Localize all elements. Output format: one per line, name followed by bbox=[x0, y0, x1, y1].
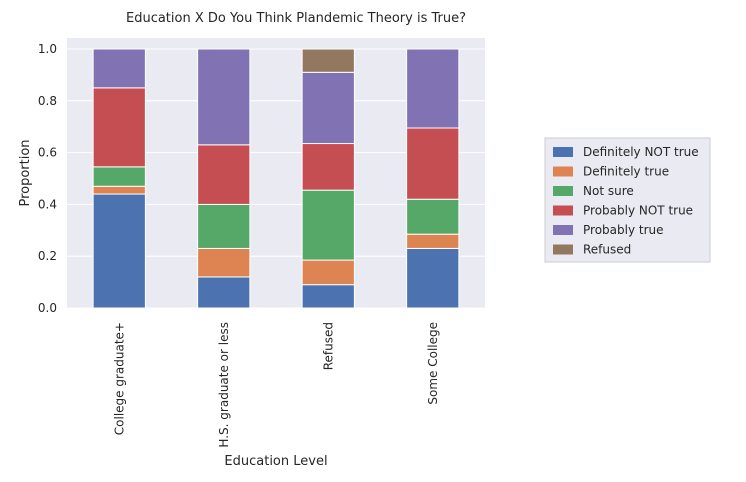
bar-segment bbox=[197, 247, 251, 278]
legend-label: Definitely true bbox=[583, 165, 669, 179]
bar-segment bbox=[197, 48, 251, 146]
bar-segment bbox=[92, 48, 146, 89]
y-tick-label: 0.8 bbox=[38, 94, 57, 108]
bar-segment bbox=[301, 284, 355, 309]
legend-label: Probably NOT true bbox=[583, 204, 693, 218]
y-axis-label: Proportion bbox=[18, 139, 33, 206]
bars-group bbox=[92, 48, 460, 309]
bar-segment bbox=[301, 143, 355, 191]
legend-swatch bbox=[553, 166, 573, 177]
y-tick-labels: 0.0 0.2 0.4 0.6 0.8 1.0 bbox=[38, 42, 57, 315]
y-tick-label: 0.2 bbox=[38, 249, 57, 263]
legend-label: Definitely NOT true bbox=[583, 145, 699, 159]
bar-segment bbox=[406, 198, 460, 235]
y-tick-label: 0.4 bbox=[38, 197, 57, 211]
bar-segment bbox=[92, 185, 146, 195]
x-tick-label: H.S. graduate or less bbox=[217, 322, 231, 448]
legend-label: Probably true bbox=[583, 223, 664, 237]
x-tick-label: Refused bbox=[321, 322, 335, 370]
legend-label: Refused bbox=[583, 243, 631, 257]
y-tick-label: 0.6 bbox=[38, 146, 57, 160]
bar-segment bbox=[301, 48, 355, 73]
legend-label: Not sure bbox=[583, 184, 634, 198]
bar-segment bbox=[406, 127, 460, 200]
x-tick-labels: College graduate+ H.S. graduate or less Re… bbox=[112, 322, 440, 448]
legend-swatch bbox=[553, 147, 573, 157]
legend-swatch bbox=[553, 205, 573, 216]
bar-segment bbox=[197, 203, 251, 249]
legend-swatch bbox=[553, 244, 573, 255]
legend-box bbox=[544, 137, 711, 263]
bar-segment bbox=[197, 276, 251, 309]
bar-segment bbox=[301, 71, 355, 145]
bar-segment bbox=[406, 233, 460, 249]
legend-swatch bbox=[553, 225, 573, 235]
bar-segment bbox=[406, 247, 460, 309]
x-tick-label: College graduate+ bbox=[112, 322, 126, 435]
bar-segment bbox=[92, 87, 146, 168]
bar-segment bbox=[301, 189, 355, 261]
bar-segment bbox=[406, 48, 460, 129]
x-axis-label: Education Level bbox=[224, 454, 327, 469]
y-tick-label: 1.0 bbox=[38, 42, 57, 56]
legend-swatch bbox=[553, 186, 573, 196]
y-tick-label: 0.0 bbox=[38, 301, 57, 315]
bar-segment bbox=[301, 259, 355, 286]
bar-segment bbox=[92, 166, 146, 187]
x-tick-label: Some College bbox=[426, 322, 440, 405]
bar-segment bbox=[92, 193, 146, 309]
legend: Definitely NOT true Definitely true Not su… bbox=[544, 137, 711, 263]
chart-title: Education X Do You Think Plandemic Theor… bbox=[126, 11, 466, 26]
bar-segment bbox=[197, 144, 251, 205]
